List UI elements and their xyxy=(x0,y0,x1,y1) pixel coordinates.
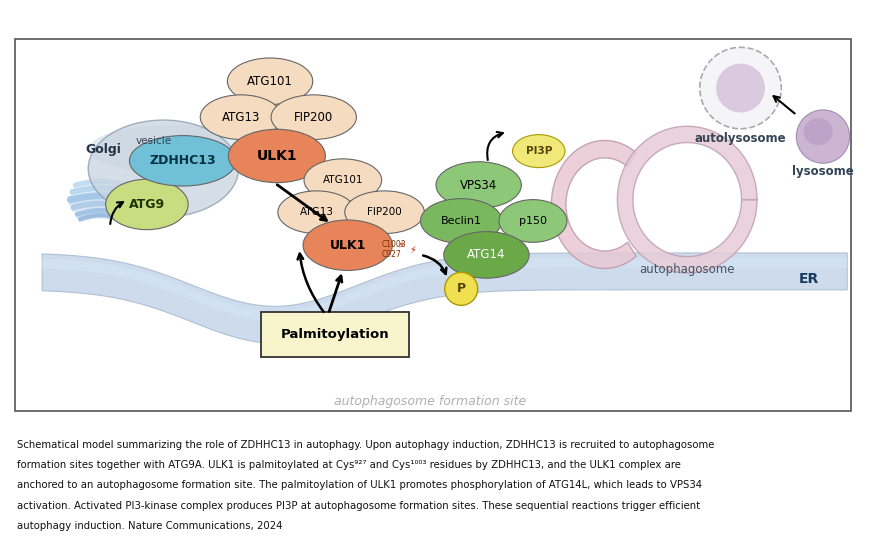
Polygon shape xyxy=(617,126,756,273)
Text: ⚡: ⚡ xyxy=(408,245,415,255)
Ellipse shape xyxy=(200,95,282,139)
Text: autophagy induction. Nature Communications, 2024: autophagy induction. Nature Communicatio… xyxy=(17,521,282,531)
Polygon shape xyxy=(551,140,635,269)
Text: ATG13: ATG13 xyxy=(299,207,334,217)
Ellipse shape xyxy=(499,200,567,242)
Text: VPS34: VPS34 xyxy=(460,179,497,192)
Text: FIP200: FIP200 xyxy=(367,207,401,217)
Text: anchored to an autophagosome formation site. The palmitoylation of ULK1 promotes: anchored to an autophagosome formation s… xyxy=(17,480,701,490)
Ellipse shape xyxy=(229,129,325,182)
Ellipse shape xyxy=(277,191,355,234)
Ellipse shape xyxy=(715,64,764,112)
Ellipse shape xyxy=(344,191,424,234)
Ellipse shape xyxy=(88,125,258,174)
Ellipse shape xyxy=(302,220,392,270)
Ellipse shape xyxy=(129,135,235,186)
Text: autolysosome: autolysosome xyxy=(694,132,786,145)
Text: vesicle: vesicle xyxy=(136,136,171,146)
Text: P: P xyxy=(456,282,465,295)
Ellipse shape xyxy=(105,179,188,230)
Ellipse shape xyxy=(88,120,238,217)
Text: lysosome: lysosome xyxy=(791,165,852,178)
Text: PI3P: PI3P xyxy=(525,146,551,156)
Text: Palmitoylation: Palmitoylation xyxy=(281,328,389,341)
Text: ATG9: ATG9 xyxy=(129,198,165,211)
Ellipse shape xyxy=(227,58,313,104)
Text: activation. Activated PI3-kinase complex produces PI3P at autophagosome formatio: activation. Activated PI3-kinase complex… xyxy=(17,501,700,511)
Text: autophagosome formation site: autophagosome formation site xyxy=(334,395,526,408)
Text: Schematical model summarizing the role of ZDHHC13 in autophagy. Upon autophagy i: Schematical model summarizing the role o… xyxy=(17,440,713,450)
Text: formation sites together with ATG9A. ULK1 is palmitoylated at Cys⁹²⁷ and Cys¹⁰⁰³: formation sites together with ATG9A. ULK… xyxy=(17,460,680,470)
Ellipse shape xyxy=(444,272,477,305)
FancyBboxPatch shape xyxy=(261,312,408,357)
Text: ⚡: ⚡ xyxy=(397,240,404,250)
Ellipse shape xyxy=(435,162,521,209)
Polygon shape xyxy=(42,253,846,343)
Text: p150: p150 xyxy=(519,216,547,226)
Ellipse shape xyxy=(443,232,528,278)
FancyBboxPatch shape xyxy=(15,39,850,411)
Text: Golgi: Golgi xyxy=(86,143,122,156)
Ellipse shape xyxy=(512,135,564,168)
Ellipse shape xyxy=(699,48,780,129)
Text: ULK1: ULK1 xyxy=(329,239,366,252)
Text: ATG101: ATG101 xyxy=(247,75,293,88)
Text: autophagosome: autophagosome xyxy=(639,263,734,276)
Ellipse shape xyxy=(803,118,832,145)
Text: ATG14: ATG14 xyxy=(467,248,505,262)
Text: C1003: C1003 xyxy=(381,240,406,249)
Text: ULK1: ULK1 xyxy=(256,149,297,163)
Ellipse shape xyxy=(303,159,381,201)
Text: ATG101: ATG101 xyxy=(322,175,362,185)
Text: Beclin1: Beclin1 xyxy=(441,216,481,226)
Text: ZDHHC13: ZDHHC13 xyxy=(149,155,216,167)
Text: ER: ER xyxy=(798,272,818,286)
Ellipse shape xyxy=(420,199,501,244)
Text: C927: C927 xyxy=(381,251,401,259)
Ellipse shape xyxy=(795,110,849,163)
Text: ATG13: ATG13 xyxy=(222,111,260,123)
Polygon shape xyxy=(42,258,846,321)
Ellipse shape xyxy=(271,95,356,139)
Text: FIP200: FIP200 xyxy=(294,111,333,123)
